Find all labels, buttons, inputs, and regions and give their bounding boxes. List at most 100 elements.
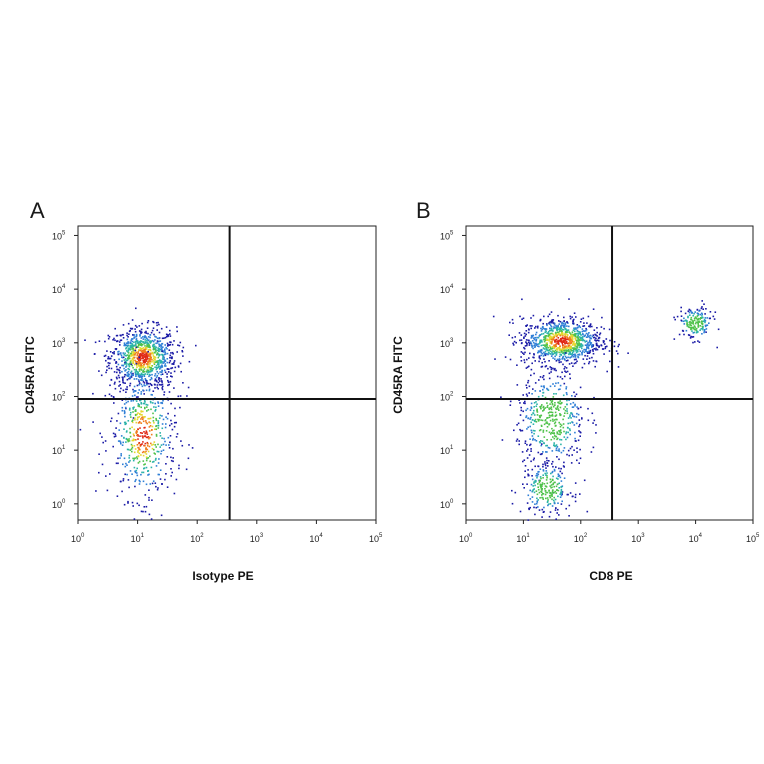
panel-a-event-dot xyxy=(116,377,118,380)
panel-b-event-dot xyxy=(559,376,562,378)
panel-a-event-dot xyxy=(161,415,163,417)
panel-b-event-dot xyxy=(548,349,551,351)
panel-a-event-dot xyxy=(155,349,157,352)
panel-a-event-dot xyxy=(128,348,131,351)
panel-a-event-dot xyxy=(140,422,143,424)
panel-a-event-dot xyxy=(130,363,133,366)
panel-a-event-dot xyxy=(125,365,128,367)
panel-a-event-dot xyxy=(140,473,142,476)
panel-b-event-dot xyxy=(546,324,548,327)
panel-a-event-dot xyxy=(125,388,127,391)
panel-b-event-dot xyxy=(576,332,578,335)
panel-a-event-dot xyxy=(150,357,152,359)
panel-a-event-dot xyxy=(149,349,152,352)
panel-a-event-dot xyxy=(138,460,141,463)
panel-a-event-dot xyxy=(140,328,143,331)
panel-b-event-dot xyxy=(577,356,580,359)
panel-a-event-dot xyxy=(166,352,169,355)
panel-a-event-dot xyxy=(125,362,127,364)
panel-a-event-dot xyxy=(139,361,142,364)
panel-b-event-dot xyxy=(563,430,565,433)
panel-b-event-dot xyxy=(586,344,588,347)
panel-b-event-dot xyxy=(559,403,562,405)
panel-a-event-dot xyxy=(170,402,172,405)
panel-a-event-dot xyxy=(160,444,163,446)
panel-b-event-dot xyxy=(556,329,558,332)
panel-a-event-dot xyxy=(107,357,109,360)
panel-a-event-dot xyxy=(139,359,142,362)
panel-a-event-dot xyxy=(134,347,137,350)
panel-b-event-dot xyxy=(550,433,552,435)
panel-b-event-dot xyxy=(546,439,548,441)
panel-b-event-dot xyxy=(567,329,569,332)
panel-b-event-dot xyxy=(544,331,546,334)
panel-b-event-dot xyxy=(584,354,586,357)
panel-a-event-dot xyxy=(145,336,147,338)
panel-b-event-dot xyxy=(559,353,561,356)
panel-a-event-dot xyxy=(191,447,194,449)
panel-b-event-dot xyxy=(537,471,539,473)
panel-a-event-dot xyxy=(136,472,138,474)
panel-b-event-dot xyxy=(717,328,720,331)
panel-a-event-dot xyxy=(154,374,156,377)
panel-b-event-dot xyxy=(558,355,561,358)
panel-b-event-dot xyxy=(538,360,540,363)
panel-b-event-dot xyxy=(558,467,560,470)
panel-a-event-dot xyxy=(132,457,134,460)
panel-b-event-dot xyxy=(521,318,523,320)
panel-a-event-dot xyxy=(127,341,129,343)
panel-b-event-dot xyxy=(561,333,563,335)
panel-b-event-dot xyxy=(574,339,577,341)
panel-a-event-dot xyxy=(133,451,136,454)
panel-a-event-dot xyxy=(143,435,145,438)
panel-b-event-dot xyxy=(694,311,696,313)
panel-a-event-dot xyxy=(127,420,130,422)
panel-b-event-dot xyxy=(693,331,696,334)
panel-a-event-dot xyxy=(144,407,146,410)
panel-a-event-dot xyxy=(155,379,158,382)
panel-a-event-dot xyxy=(142,480,145,483)
panel-a-event-dot xyxy=(135,439,137,441)
panel-b-event-dot xyxy=(596,327,598,329)
panel-a-event-dot xyxy=(113,337,115,340)
panel-b-event-dot xyxy=(548,423,551,425)
panel-a-event-dot xyxy=(142,436,144,439)
panel-b-event-dot xyxy=(569,337,571,339)
panel-b-event-dot xyxy=(561,472,563,475)
panel-a-event-dot xyxy=(138,442,141,444)
panel-b-event-dot xyxy=(687,310,690,312)
panel-b-event-dot xyxy=(592,446,595,449)
panel-b-event-dot xyxy=(594,339,596,341)
panel-b-event-dot xyxy=(589,324,591,326)
panel-b-event-dot xyxy=(598,333,601,336)
panel-a-event-dot xyxy=(148,339,150,341)
panel-b-event-dot xyxy=(546,459,548,462)
panel-b-event-dot xyxy=(528,508,530,511)
panel-a-event-dot xyxy=(138,382,141,384)
panel-b-event-dot xyxy=(587,315,590,318)
panel-b-event-dot xyxy=(561,342,564,345)
panel-a-event-dot xyxy=(106,350,108,352)
panel-b-event-dot xyxy=(522,483,524,485)
panel-a-event-dot xyxy=(150,340,152,343)
panel-b-event-dot xyxy=(525,341,527,343)
panel-b-event-dot xyxy=(540,425,543,427)
panel-a-event-dot xyxy=(135,375,137,377)
panel-a-event-dot xyxy=(127,500,129,503)
panel-a-event-dot xyxy=(149,360,151,363)
panel-b-event-dot xyxy=(704,321,706,324)
panel-b-event-dot xyxy=(542,385,545,388)
panel-a-event-dot xyxy=(160,373,162,376)
panel-b-event-dot xyxy=(558,448,560,450)
panel-a-y-tick-label: 102 xyxy=(52,391,66,402)
panel-b-event-dot xyxy=(546,345,548,347)
panel-a-event-dot xyxy=(132,352,135,354)
panel-b-event-dot xyxy=(526,395,529,397)
panel-a-event-dot xyxy=(142,471,145,474)
panel-b-event-dot xyxy=(532,439,534,441)
panel-b-event-dot xyxy=(538,509,541,511)
panel-a-event-dot xyxy=(146,445,149,447)
panel-b-event-dot xyxy=(579,350,582,353)
panel-a-event-dot xyxy=(153,348,156,351)
panel-b-event-dot xyxy=(562,351,564,354)
